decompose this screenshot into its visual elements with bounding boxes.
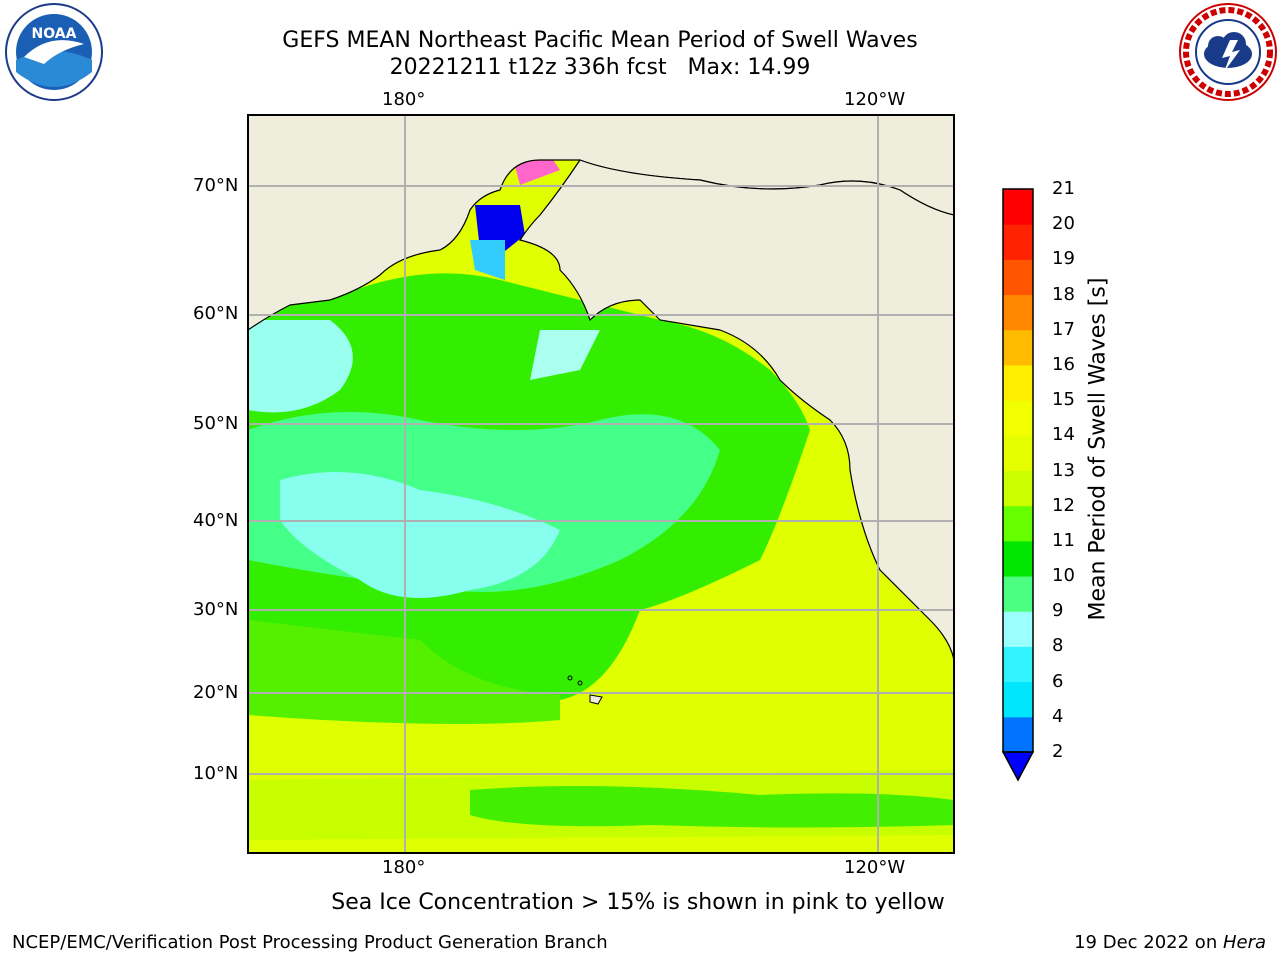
swell-cyan-region [280,472,560,598]
colorbar-tick-label: 21 [1052,178,1075,199]
map-title: GEFS MEAN Northeast Pacific Mean Period … [282,28,918,53]
colorbar-tick-label: 13 [1052,459,1075,481]
colorbar-segment [1003,400,1033,436]
footer-date: 19 Dec 2022 on Hera [1074,932,1266,953]
sea-ice-note: Sea Ice Concentration > 15% is shown in … [331,890,945,915]
colorbar-tick-label: 15 [1052,389,1075,411]
colorbar-tick-label: 12 [1052,494,1075,516]
colorbar-segment [1003,224,1033,260]
nws-logo [1178,2,1278,102]
colorbar-segment [1003,294,1033,331]
colorbar-tick-label: 19 [1052,248,1075,270]
colorbar-segment [1003,540,1033,577]
colorbar-segment [1003,576,1033,612]
footer-date-text: 19 Dec 2022 on [1074,932,1223,953]
colorbar-segment [1003,505,1033,542]
colorbar [1001,188,1035,782]
lon-tick-bottom-120w: 120°W [844,857,906,878]
colorbar-tick-label: 20 [1052,213,1075,235]
colorbar-segment [1003,189,1033,225]
lat-tick-70n: 70°N [193,175,239,196]
colorbar-extend-triangle [1001,751,1035,782]
lat-tick-40n: 40°N [193,510,239,531]
lon-tick-bottom-180: 180° [382,857,426,878]
noaa-logo-text: NOAA [32,26,77,42]
colorbar-segment [1003,435,1033,471]
colorbar-segment [1003,681,1033,718]
colorbar-tick-label: 14 [1052,424,1075,446]
colorbar-segment [1003,470,1033,507]
colorbar-tick-label: 11 [1052,529,1075,551]
swell-band-south [470,786,954,828]
colorbar-segment [1003,259,1033,296]
colorbar-tick-label: 16 [1052,353,1075,375]
colorbar-segment [1003,329,1033,366]
map-subtitle: 20221211 t12z 336h fcst Max: 14.99 [389,55,811,80]
colorbar-tick-label: 2 [1052,741,1064,762]
lon-tick-top-180: 180° [382,89,426,110]
lat-tick-30n: 30°N [193,599,239,620]
noaa-logo: NOAA [4,2,104,102]
lat-tick-10n: 10°N [193,763,239,784]
graticule [248,115,954,853]
colorbar-tick-label: 4 [1052,705,1064,727]
colorbar-segment [1003,646,1033,683]
colorbar-tick-label: 6 [1052,670,1064,692]
footer-machine: Hera [1222,932,1266,953]
lon-tick-top-120w: 120°W [844,89,906,110]
colorbar-segment [1003,716,1033,753]
footer-credit: NCEP/EMC/Verification Post Processing Pr… [12,932,608,953]
colorbar-tick-label: 18 [1052,283,1075,305]
colorbar-tick-label: 10 [1052,565,1075,587]
lat-tick-50n: 50°N [193,413,239,434]
hawaii [589,694,603,705]
colorbar-title: Mean Period of Swell Waves [s] [1085,277,1111,621]
colorbar-segment [1003,364,1033,401]
colorbar-tick-label: 8 [1052,635,1064,657]
lat-tick-20n: 20°N [193,682,239,703]
lat-tick-60n: 60°N [193,303,239,324]
map-frame [247,114,955,854]
colorbar-segment [1003,611,1033,647]
colorbar-tick-label: 9 [1052,600,1064,622]
colorbar-tick-label: 17 [1052,318,1075,340]
